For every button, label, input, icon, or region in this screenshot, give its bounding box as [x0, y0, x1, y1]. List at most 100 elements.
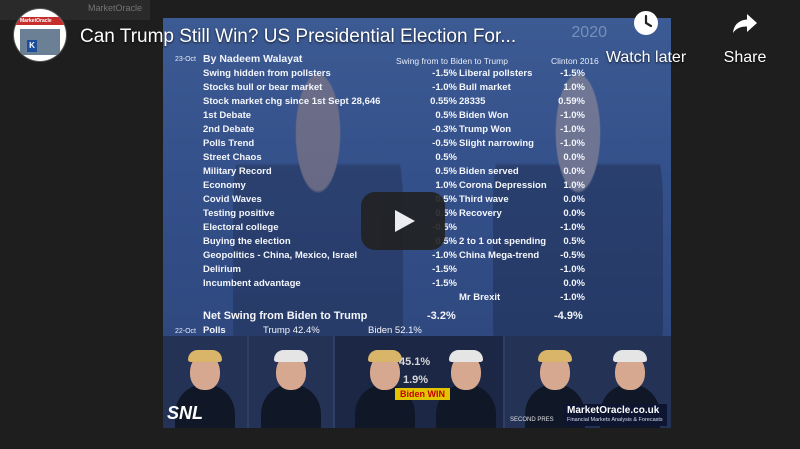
net-swing-clinton: -4.9%: [554, 310, 583, 322]
row-label: Delirium: [203, 264, 242, 275]
row-clinton: -1.0%: [560, 222, 585, 233]
slide-date: 23-Oct: [175, 56, 197, 63]
share-button[interactable]: Share: [718, 8, 772, 67]
row-note: Mr Brexit: [459, 292, 501, 303]
table-row: 2nd Debate -0.3% Trump Won -1.0%: [163, 124, 671, 138]
row-note: 2 to 1 out spending: [459, 236, 547, 247]
table-row: Military Record 0.5% Biden served 0.0%: [163, 166, 671, 180]
row-swing: -0.5%: [432, 138, 457, 149]
biden-background-image: [493, 58, 663, 358]
row-swing: 0.55%: [430, 96, 457, 107]
net-swing-label: Net Swing from Biden to Trump: [203, 310, 368, 322]
row-note: Slight narrowing: [459, 138, 534, 149]
brand-tagline: Financial Markets Analysis & Forecasts: [567, 417, 663, 423]
row-swing: 1.0%: [435, 180, 457, 191]
row-clinton: 1.0%: [563, 180, 585, 191]
column-header-swing: Swing from to Biden to Trump: [396, 56, 508, 66]
row-swing: 0.5%: [435, 166, 457, 177]
table-row: Delirium -1.5% -1.0%: [163, 264, 671, 278]
row-label: Electoral college: [203, 222, 279, 233]
row-clinton: 0.0%: [563, 166, 585, 177]
row-clinton: 0.5%: [563, 236, 585, 247]
play-icon: [395, 210, 415, 232]
video-title[interactable]: Can Trump Still Win? US Presidential Ele…: [80, 26, 517, 47]
brand-name: MarketOracle.co.uk: [567, 405, 660, 416]
row-label: 2nd Debate: [203, 124, 255, 135]
pct-top: 45.1%: [399, 356, 431, 368]
row-label: Polls Trend: [203, 138, 255, 149]
row-swing: -0.3%: [432, 124, 457, 135]
row-swing: 0.5%: [435, 110, 457, 121]
row-clinton: 0.0%: [563, 208, 585, 219]
slide-author: By Nadeem Walayat: [203, 53, 303, 65]
brand-watermark: MarketOracle.co.uk Financial Markets Ana…: [563, 404, 667, 426]
row-note: Bull market: [459, 82, 511, 93]
table-row: Stock market chg since 1st Sept 28,646 0.…: [163, 96, 671, 110]
row-label: Geopolitics - China, Mexico, Israel: [203, 250, 358, 261]
thumbnail-strip: SNL 45.1% 1.9% Biden WIN SECOND PRES Mar…: [163, 336, 671, 428]
row-swing: -1.0%: [432, 250, 457, 261]
row-clinton: 0.59%: [558, 96, 585, 107]
video-frame[interactable]: 2020 23-Oct By Nadeem Walayat Swing from…: [163, 18, 671, 428]
row-note: Liberal pollsters: [459, 68, 533, 79]
row-clinton: -0.5%: [560, 250, 585, 261]
row-clinton: -1.0%: [560, 138, 585, 149]
row-clinton: 0.0%: [563, 152, 585, 163]
second-pres-caption: SECOND PRES: [510, 417, 554, 423]
corner-text: MarketOracle: [88, 3, 143, 13]
table-row: Geopolitics - China, Mexico, Israel -1.0%…: [163, 250, 671, 264]
row-label: Economy: [203, 180, 246, 191]
row-label: Swing hidden from pollsters: [203, 68, 331, 79]
row-swing: 0.5%: [435, 152, 457, 163]
row-swing: -1.5%: [432, 264, 457, 275]
table-row: Swing hidden from pollsters -1.5% Liberal …: [163, 68, 671, 82]
row-label: Stock market chg since 1st Sept 28,646: [203, 96, 381, 107]
row-swing: 0.5%: [435, 236, 457, 247]
play-button[interactable]: [361, 192, 445, 250]
avatar-image: [20, 29, 60, 55]
watch-later-button[interactable]: Watch later: [601, 8, 691, 67]
watch-later-label: Watch later: [605, 49, 687, 66]
table-row: Testing positive 0.5% Recovery 0.0%: [163, 208, 671, 222]
row-swing: -1.5%: [432, 68, 457, 79]
net-swing-value: -3.2%: [427, 310, 456, 322]
row-note: Recovery: [459, 208, 502, 219]
row-note: Corona Depression: [459, 180, 547, 191]
share-arrow-icon: [730, 8, 760, 38]
snl-logo: SNL: [167, 403, 203, 423]
polls-label: Polls: [203, 325, 226, 336]
row-swing: -1.0%: [432, 82, 457, 93]
row-clinton: -1.0%: [560, 292, 585, 303]
column-header-clinton: Clinton 2016: [551, 56, 599, 66]
row-clinton: -1.0%: [560, 110, 585, 121]
win-badge: Biden WIN: [395, 388, 450, 400]
biden-thumbnail: [249, 336, 333, 428]
polls-trump: Trump 42.4%: [263, 325, 320, 336]
avatar-letter: K: [27, 40, 37, 52]
polls-date: 22-Oct: [175, 328, 197, 335]
row-note: Trump Won: [459, 124, 512, 135]
row-label: Stocks bull or bear market: [203, 82, 323, 93]
table-row: Buying the election 0.5% 2 to 1 out spendi…: [163, 236, 671, 250]
table-row: Polls Trend -0.5% Slight narrowing -1.0%: [163, 138, 671, 152]
channel-avatar[interactable]: MarketOracle K: [14, 9, 66, 61]
row-swing: 0.5%: [435, 194, 457, 205]
row-label: Incumbent advantage: [203, 278, 301, 289]
row-note: 28335: [459, 96, 486, 107]
share-label: Share: [723, 49, 767, 66]
row-note: Biden served: [459, 166, 519, 177]
row-clinton: 0.0%: [563, 278, 585, 289]
row-clinton: -1.0%: [560, 124, 585, 135]
pct-mid: 1.9%: [403, 374, 429, 386]
polls-biden: Biden 52.1%: [368, 325, 422, 336]
row-label: Street Chaos: [203, 152, 262, 163]
row-note: Biden Won: [459, 110, 509, 121]
row-clinton: 0.0%: [563, 194, 585, 205]
slide-title: 2020: [571, 24, 607, 41]
win-thumbnail: 45.1% 1.9% Biden WIN: [335, 336, 503, 428]
row-swing: -1.5%: [432, 278, 457, 289]
row-clinton: -1.5%: [560, 68, 585, 79]
row-label: Military Record: [203, 166, 272, 177]
row-label: Buying the election: [203, 236, 291, 247]
